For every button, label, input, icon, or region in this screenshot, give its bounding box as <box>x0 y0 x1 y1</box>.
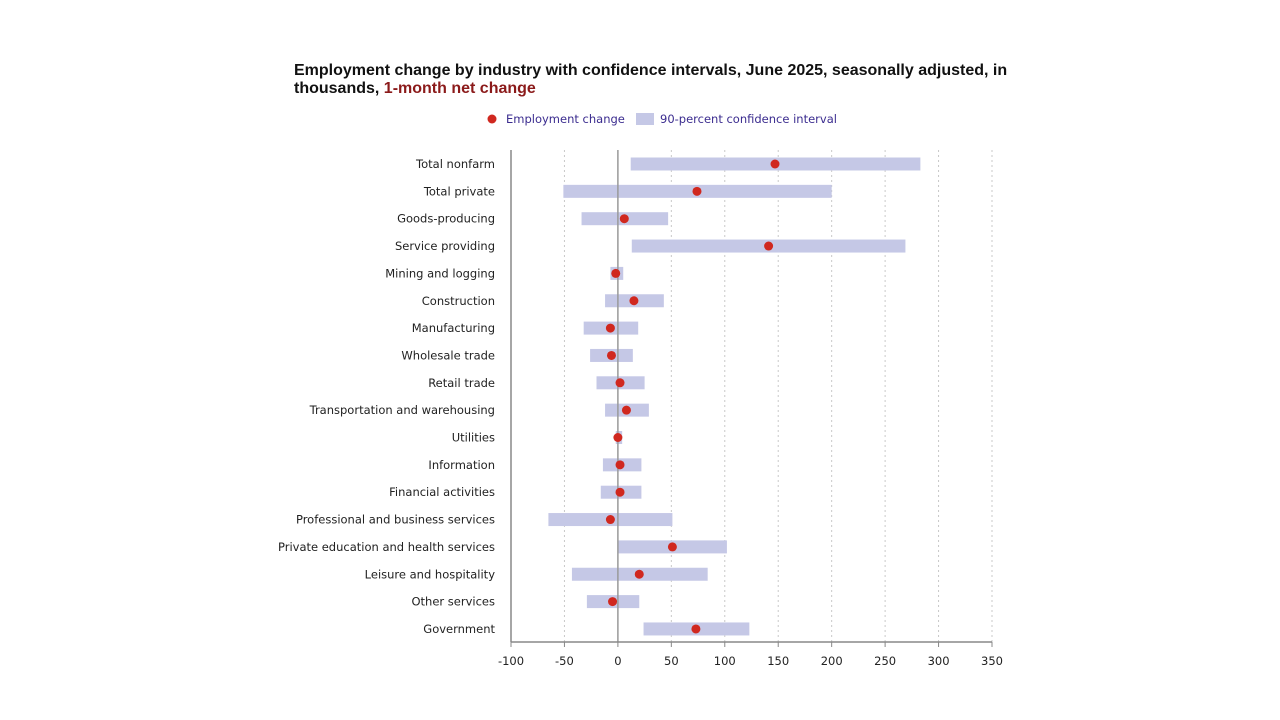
employment-change-point <box>613 433 623 442</box>
x-tick-label: -50 <box>555 654 574 668</box>
category-label: Total nonfarm <box>415 157 495 171</box>
employment-change-point <box>606 350 616 360</box>
employment-change-point <box>691 624 701 634</box>
employment-change-point <box>634 569 644 579</box>
employment-change-point <box>605 323 615 333</box>
employment-change-point <box>608 597 618 607</box>
category-label: Information <box>428 458 495 472</box>
legend-interval-label: 90-percent confidence interval <box>660 112 837 126</box>
employment-change-point <box>667 542 677 552</box>
employment-change-point <box>615 487 625 497</box>
x-tick-label: 200 <box>821 654 843 668</box>
category-label: Mining and logging <box>385 266 495 280</box>
category-label: Private education and health services <box>278 540 495 554</box>
employment-change-point <box>764 241 774 251</box>
category-label: Service providing <box>395 239 495 253</box>
category-label: Leisure and hospitality <box>365 567 496 581</box>
legend: Employment change 90-percent confidence … <box>487 112 837 126</box>
category-label: Other services <box>412 595 496 609</box>
x-tick-label: 300 <box>928 654 950 668</box>
x-tick-label: 100 <box>714 654 736 668</box>
legend-point-label: Employment change <box>506 112 625 126</box>
employment-change-point <box>605 515 615 525</box>
legend-interval-marker <box>636 113 654 125</box>
x-tick-label: 50 <box>664 654 679 668</box>
x-tick-label: -100 <box>498 654 524 668</box>
category-label: Manufacturing <box>412 321 495 335</box>
employment-change-point <box>629 296 639 306</box>
legend-point-marker <box>487 114 497 124</box>
employment-change-point <box>692 186 702 196</box>
employment-change-point <box>611 268 621 278</box>
category-label: Goods-producing <box>397 212 495 226</box>
employment-change-point <box>770 159 780 169</box>
category-label: Total private <box>423 184 495 198</box>
chart-title-text: Employment change by industry with confi… <box>294 62 1008 97</box>
category-label: Professional and business services <box>296 513 495 527</box>
category-label: Transportation and warehousing <box>309 403 495 417</box>
employment-change-point <box>615 378 625 388</box>
category-label: Financial activities <box>389 485 495 499</box>
x-tick-label: 250 <box>874 654 896 668</box>
employment-change-point <box>621 405 631 415</box>
category-label: Construction <box>422 294 495 308</box>
x-tick-label: 150 <box>767 654 789 668</box>
category-label: Wholesale trade <box>401 348 495 362</box>
employment-change-point <box>619 214 629 224</box>
chart-title: Employment change by industry with confi… <box>294 62 1014 98</box>
category-label: Retail trade <box>428 376 495 390</box>
x-tick-label: 350 <box>981 654 1003 668</box>
employment-change-point <box>615 460 625 470</box>
category-label: Government <box>423 622 495 636</box>
x-tick-label: 0 <box>614 654 621 668</box>
chart-title-highlight: 1-month net change <box>383 80 536 97</box>
category-label: Utilities <box>452 431 495 445</box>
